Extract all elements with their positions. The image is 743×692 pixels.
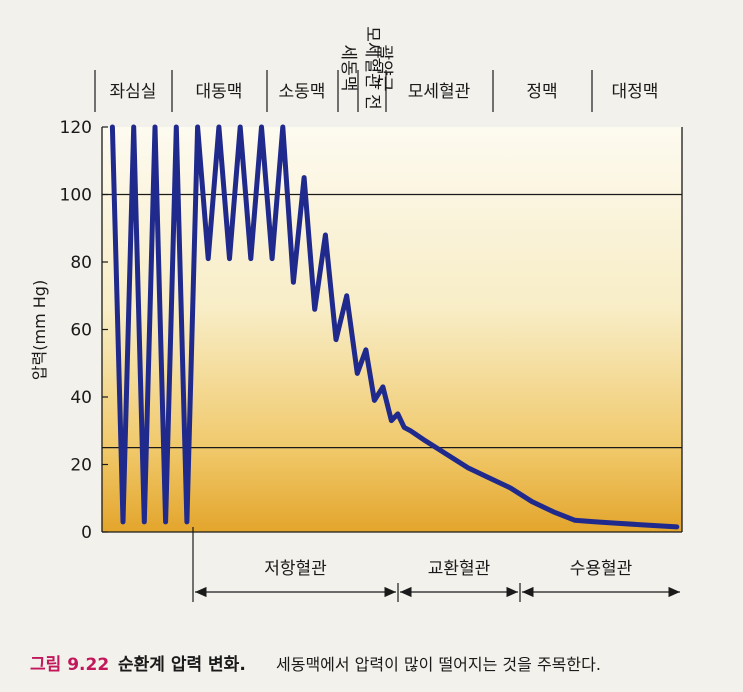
y-tick-label: 40 — [70, 388, 92, 408]
y-tick-label: 0 — [81, 523, 92, 543]
region-label: 소동맥 — [279, 82, 326, 102]
y-tick-label: 20 — [70, 456, 92, 476]
region-label: 모세혈관 — [408, 82, 471, 102]
region-label: 대동맥 — [196, 82, 243, 102]
vessel-group-label: 수용혈관 — [570, 559, 633, 579]
reference-lines — [102, 193, 682, 449]
caption-figure-number: 그림 9.22 — [30, 655, 109, 675]
figure-caption: 그림 9.22 순환계 압력 변화. 세동맥에서 압력이 많이 떨어지는 것을 … — [30, 654, 601, 675]
y-tick-label: 120 — [60, 118, 92, 138]
vessel-group-label: 저항혈관 — [264, 559, 327, 579]
caption-text: 세동맥에서 압력이 많이 떨어지는 것을 주목한다. — [276, 655, 601, 674]
caption-title: 순환계 압력 변화. — [118, 654, 246, 675]
region-label: 세동맥 — [338, 45, 358, 92]
vessel-group-brackets: 저항혈관 교환혈관 수용혈관 — [192, 527, 680, 602]
region-label-line: 괄약근 — [374, 45, 394, 92]
region-label: 정맥 — [526, 82, 557, 102]
region-label-line: 모세혈관 전 — [362, 26, 382, 110]
pressure-series-line — [109, 124, 680, 530]
y-tick-label: 60 — [70, 321, 92, 341]
y-tick-label: 80 — [70, 253, 92, 273]
y-tick-labels: 0 20 40 60 80 100 120 — [60, 118, 108, 543]
y-tick-label: 100 — [60, 186, 92, 206]
region-label: 좌심실 — [110, 82, 157, 102]
y-axis-label: 압력(mm Hg) — [30, 280, 49, 380]
region-label: 대정맥 — [612, 82, 659, 102]
region-label-line: 세동맥 — [338, 45, 358, 92]
vessel-group-label: 교환혈관 — [428, 559, 491, 579]
